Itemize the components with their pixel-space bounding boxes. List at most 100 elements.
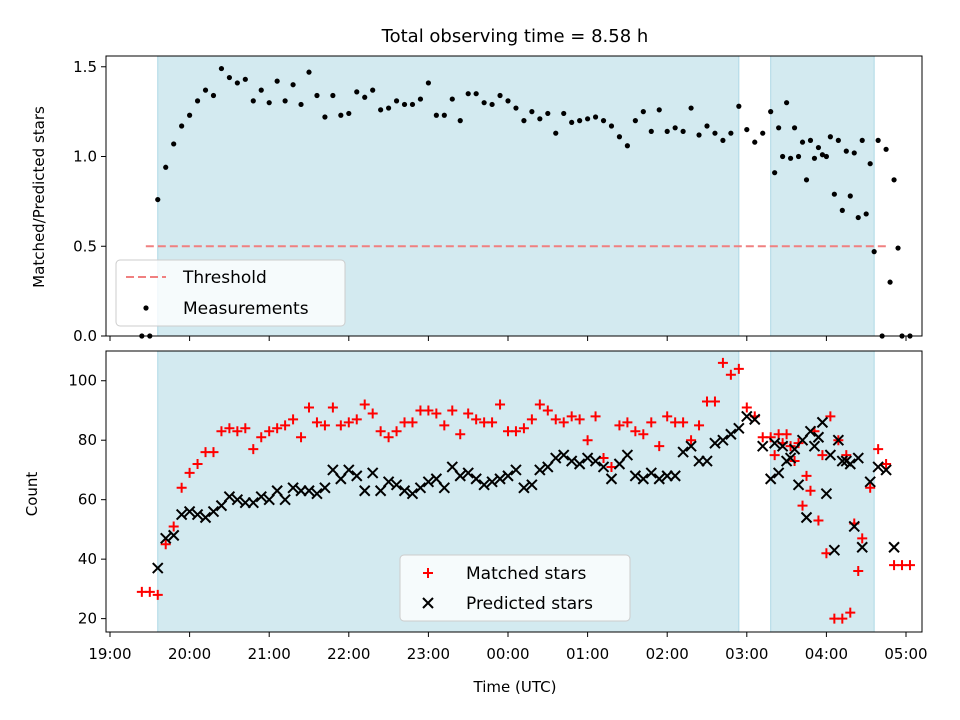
measurement-point [218,65,225,72]
y-tick-label: 100 [68,372,97,390]
matched-star-point [550,414,561,425]
measurement-point [537,116,543,122]
measurement-point [155,196,161,203]
matched-star-point [216,426,227,437]
matched-star-point [821,548,832,559]
predicted-star-point [486,476,498,488]
matched-star-point [439,420,450,431]
predicted-star-point [191,508,204,521]
matched-star-point [208,447,219,458]
predicted-star-point [231,493,244,506]
measurement-point [847,193,853,199]
measurement-point [282,98,288,104]
measurement-point [401,101,408,108]
matched-star-point [542,405,553,416]
matched-star-point [574,414,585,425]
matched-star-point [622,417,633,428]
matched-star-point [367,408,378,419]
matched-star-point [471,414,482,425]
measurement-point [338,112,344,118]
matched-star-point [534,399,545,410]
predicted-star-point [558,449,570,461]
predicted-star-point [382,476,395,488]
measurement-point [545,110,551,117]
measurement-point [887,279,893,285]
y-tick-label: 60 [78,491,97,509]
matched-star-point [288,414,299,425]
measurement-point [803,177,810,183]
legend-box [115,259,346,327]
matched-star-point [184,467,195,478]
measurement-point [473,91,479,97]
measurement-point [772,170,778,176]
measurement-point [433,112,439,118]
matched-star-point [686,435,697,446]
predicted-star-point [152,562,164,574]
predicted-star-point [808,440,821,452]
measurement-point [891,177,897,183]
measurement-point [417,96,424,102]
x-tick-label: 02:00 [646,645,689,663]
legend-predicted-swatch [422,597,434,609]
predicted-star-point [199,511,212,524]
matched-star-point [865,482,876,493]
matched-star-point [311,417,322,428]
matched-star-point [845,607,856,618]
measurement-point [859,137,865,143]
matched-star-point [144,586,155,597]
measurement-point [752,139,758,145]
matched-star-point [304,402,314,413]
matched-star-point [817,450,828,461]
predicted-star-point [685,440,697,452]
x-tick-label: 03:00 [725,645,768,663]
measurement-point [895,245,901,251]
predicted-star-point [812,431,825,443]
measurement-point [795,153,802,160]
predicted-star-point [677,446,689,458]
matched-star-point [487,417,498,428]
matched-star-point [837,613,848,624]
matched-star-point [232,426,243,437]
matched-star-point [455,429,466,440]
measurement-point [768,109,774,115]
predicted-star-point [366,467,379,479]
matched-star-point [801,470,812,481]
measurement-point [441,112,447,118]
predicted-star-point [701,455,713,467]
legend-measurement-label: Measurements [183,299,309,319]
predicted-star-point [581,452,594,464]
measurement-point [505,98,511,104]
matched-star-point [566,411,577,422]
matched-star-point [797,500,808,511]
measurement-point [815,144,822,151]
measurement-point [322,114,328,120]
measurement-point [656,107,662,113]
predicted-star-point [462,467,474,479]
y-tick-label: 20 [78,610,97,628]
predicted-star-point [816,416,829,429]
matched-star-point [168,521,179,532]
matched-star-point [495,399,506,410]
measurement-point [393,98,400,104]
measurement-point [202,87,209,93]
predicted-star-point [848,520,860,533]
predicted-star-point [573,458,586,470]
predicted-star-point [287,482,299,494]
measurement-point [720,137,726,143]
measurement-point [386,105,392,111]
observing-window-2 [770,350,875,633]
measurement-point [867,161,873,167]
measurement-point [787,155,794,161]
observing-window-2 [770,55,875,337]
predicted-star-point [605,473,618,485]
matched-star-point [630,426,641,437]
y-tick-label: 0.5 [73,237,97,255]
predicted-star-point [629,470,642,482]
measurement-point [744,126,750,133]
measurement-point [171,141,177,147]
measurement-point [592,114,599,120]
predicted-star-point [725,428,737,440]
predicted-star-point [263,493,275,506]
measurement-point [290,82,296,88]
predicted-star-point [454,470,466,482]
